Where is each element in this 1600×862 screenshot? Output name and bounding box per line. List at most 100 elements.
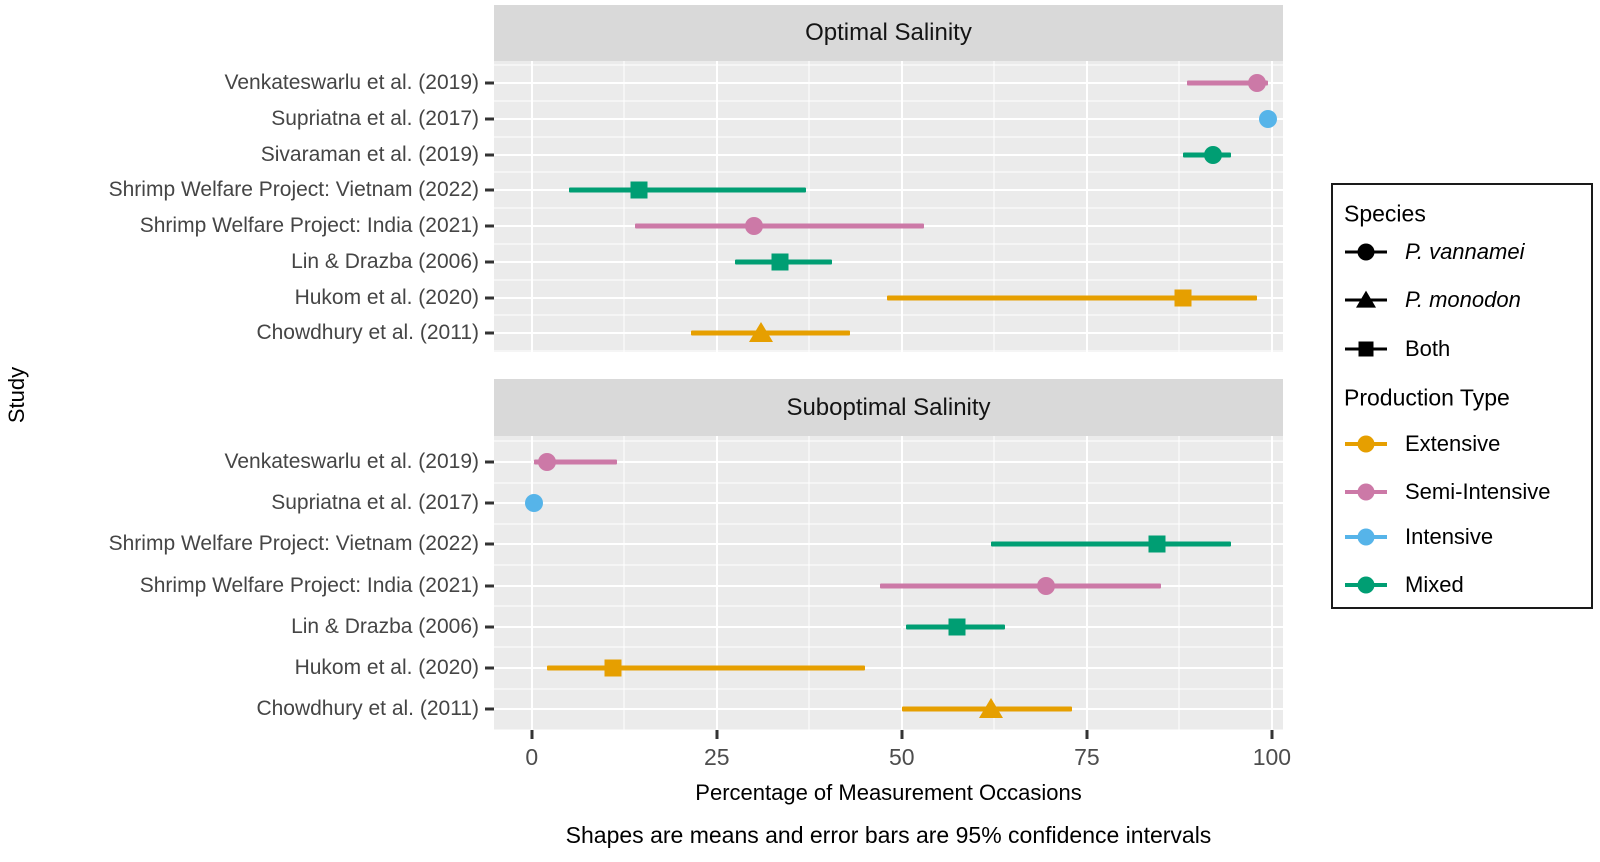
gridline-vertical-major xyxy=(1270,61,1273,352)
gridline-vertical-major xyxy=(715,436,718,730)
error-bar xyxy=(635,223,925,229)
legend-key-semi-intensive xyxy=(1345,471,1387,513)
x-axis-tick xyxy=(1085,730,1089,739)
legend-production-label: Semi-Intensive xyxy=(1405,479,1551,504)
gridline-horizontal-major xyxy=(494,260,1283,263)
x-axis-tick-label: 0 xyxy=(525,744,539,770)
y-axis-tick xyxy=(485,501,494,505)
gridline-horizontal-minor xyxy=(494,688,1283,690)
y-axis-label: Hukom et al. (2020) xyxy=(294,656,479,679)
y-axis-tick xyxy=(485,81,494,85)
gridline-vertical-minor xyxy=(808,61,810,352)
gridline-vertical-major xyxy=(1085,436,1088,730)
y-axis-label: Supriatna et al. (2017) xyxy=(271,106,479,130)
y-axis-label: Venkateswarlu et al. (2019) xyxy=(224,71,479,94)
gridline-horizontal-major xyxy=(494,332,1283,335)
gridline-vertical-minor xyxy=(623,61,625,352)
gridline-vertical-minor xyxy=(1178,436,1180,730)
legend-circle-icon xyxy=(1357,435,1375,453)
gridline-vertical-minor xyxy=(993,61,995,352)
gridline-vertical-minor xyxy=(1178,61,1180,352)
y-axis-tick xyxy=(485,260,494,264)
x-axis-tick xyxy=(1270,730,1274,739)
y-axis-tick xyxy=(485,331,494,335)
gridline-horizontal-minor xyxy=(494,564,1283,566)
y-axis-label: Supriatna et al. (2017) xyxy=(271,491,479,515)
x-axis-tick-label: 50 xyxy=(889,744,915,770)
error-bar xyxy=(879,583,1161,589)
panel-optimal-salinity xyxy=(485,61,1283,352)
legend-production-label: Extensive xyxy=(1405,431,1501,456)
gridline-horizontal-minor xyxy=(494,314,1283,316)
y-axis-label: Chowdhury et al. (2011) xyxy=(256,697,479,721)
marker-triangle xyxy=(978,698,1003,719)
y-axis-label: Shrimp Welfare Project: Vietnam (2022) xyxy=(108,532,479,556)
error-bar xyxy=(1186,80,1269,86)
gridline-vertical-minor xyxy=(993,436,995,730)
legend-box: Species P. vannamei P. monodon Both Produc… xyxy=(1331,183,1593,609)
legend-species-label: P. monodon xyxy=(1405,287,1521,312)
gridline-horizontal-major xyxy=(494,117,1283,120)
y-axis-tick xyxy=(485,666,494,670)
gridline-vertical-major xyxy=(530,436,533,730)
gridline-vertical-major xyxy=(1085,61,1088,352)
legend-key-extensive xyxy=(1345,423,1387,465)
y-axis-label: Shrimp Welfare Project: India (2021) xyxy=(139,214,479,237)
marker-circle xyxy=(537,453,556,471)
gridline-horizontal-minor xyxy=(494,207,1283,209)
y-axis-label: Lin & Drazba (2006) xyxy=(291,249,479,273)
error-bar xyxy=(887,295,1258,300)
x-axis-tick xyxy=(530,730,534,739)
x-axis-tick-label: 25 xyxy=(703,744,730,770)
legend-triangle-icon xyxy=(1356,290,1376,308)
gridline-horizontal-minor xyxy=(494,482,1283,484)
error-bar xyxy=(546,665,865,671)
gridline-vertical-minor xyxy=(623,436,625,730)
gridline-horizontal-minor xyxy=(494,523,1283,525)
gridline-horizontal-minor xyxy=(494,100,1283,102)
legend-circle-icon xyxy=(1357,576,1375,594)
legend-production-label: Intensive xyxy=(1405,524,1494,549)
panel-suboptimal-salinity xyxy=(485,436,1283,731)
y-axis-label: Shrimp Welfare Project: Vietnam (2022) xyxy=(108,178,479,202)
gridline-vertical-major xyxy=(530,61,533,352)
marker-triangle xyxy=(749,322,774,343)
gridline-horizontal-minor xyxy=(494,171,1283,173)
error-bar xyxy=(533,459,617,465)
y-axis-tick xyxy=(485,460,494,464)
legend-key-circle xyxy=(1345,231,1387,273)
gridline-horizontal-major xyxy=(494,82,1283,84)
x-axis-tick xyxy=(715,730,719,739)
y-axis-label: Sivaraman et al. (2019) xyxy=(260,142,479,166)
gridline-vertical-minor xyxy=(808,436,810,730)
y-axis-tick xyxy=(485,117,494,121)
error-bar xyxy=(568,187,806,193)
legend-key-mixed xyxy=(1345,564,1387,606)
y-axis-tick xyxy=(485,584,494,588)
marker-circle xyxy=(1203,145,1222,164)
gridline-horizontal-major xyxy=(494,543,1283,546)
gridline-horizontal-minor xyxy=(494,440,1283,442)
y-axis-title: Study xyxy=(4,366,29,424)
gridline-vertical-major xyxy=(715,61,718,352)
gridline-horizontal-major xyxy=(494,189,1283,192)
gridline-horizontal-major xyxy=(494,625,1283,628)
legend-species-label: Both xyxy=(1405,336,1451,361)
facet-strip-suboptimal: Suboptimal Salinity xyxy=(494,379,1283,436)
gridline-horizontal-minor xyxy=(494,64,1283,66)
gridline-vertical-major xyxy=(900,436,903,730)
y-axis-label: Venkateswarlu et al. (2019) xyxy=(224,450,479,473)
gridline-horizontal-major xyxy=(494,708,1283,711)
y-axis-tick xyxy=(485,542,494,546)
marker-circle xyxy=(1259,109,1278,128)
gridline-horizontal-major xyxy=(494,502,1283,505)
gridline-horizontal-minor xyxy=(494,136,1283,138)
marker-square xyxy=(948,618,966,636)
gridline-vertical-major xyxy=(900,61,903,352)
legend-square-icon xyxy=(1358,341,1374,357)
marker-square xyxy=(604,659,622,677)
gridline-horizontal-major xyxy=(494,153,1283,156)
y-axis-tick xyxy=(485,188,494,192)
x-axis-tick-label: 100 xyxy=(1252,744,1292,770)
legend-circle-icon xyxy=(1357,483,1375,501)
